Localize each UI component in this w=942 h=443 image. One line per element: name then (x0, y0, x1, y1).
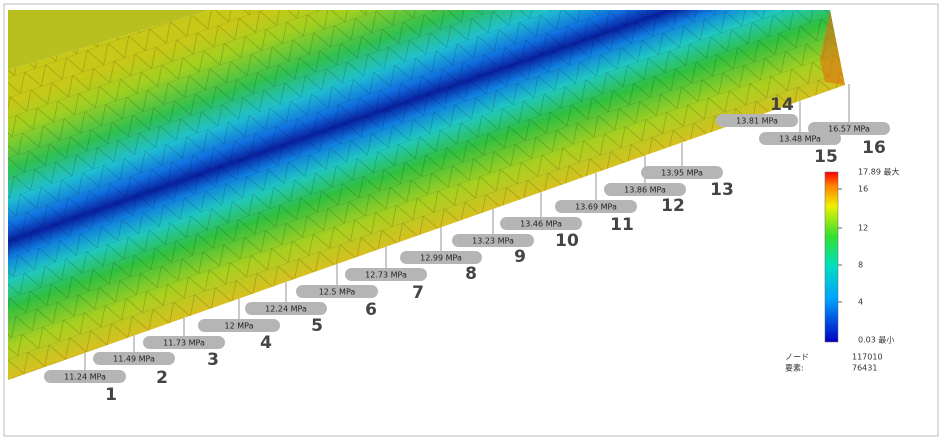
legend-min: 0.03 最小 (858, 336, 894, 345)
probe-pill (400, 251, 482, 264)
probe-value: 13.95 MPa (661, 169, 703, 178)
node-value: 117010 (852, 353, 883, 362)
probe-number: 13 (710, 180, 734, 200)
probe-number: 1 (105, 385, 117, 405)
probe-number: 10 (555, 231, 579, 251)
probe-value: 13.81 MPa (736, 117, 778, 126)
element-label: 要素: (785, 363, 804, 373)
frame (3, 3, 939, 437)
probe-number: 3 (207, 350, 219, 370)
probe-value: 11.49 MPa (113, 355, 155, 364)
probe-pill (555, 200, 637, 213)
probe-pill (245, 302, 327, 315)
probe-number: 7 (412, 283, 424, 303)
legend-tick-label: 12 (858, 224, 868, 233)
mesh (8, 10, 845, 380)
probe-value: 13.23 MPa (472, 237, 514, 246)
probe-value: 12.99 MPa (420, 254, 462, 263)
color-bar (824, 171, 839, 343)
probe-pill (716, 114, 798, 127)
probe-value: 13.48 MPa (779, 135, 821, 144)
probe-pill (808, 122, 890, 135)
probe-number: 11 (610, 215, 634, 235)
probe-pill (93, 352, 175, 365)
probe-number: 4 (260, 333, 272, 353)
hotspot (820, 10, 845, 85)
node-label: ノード (785, 353, 809, 362)
probe-number: 16 (862, 138, 886, 158)
legend-max: 17.89 最大 (858, 167, 899, 177)
probe-number: 12 (661, 196, 685, 216)
probe-value: 11.73 MPa (163, 339, 205, 348)
probe-value: 12.5 MPa (319, 288, 356, 297)
probe-value: 13.69 MPa (575, 203, 617, 212)
probe-pill (345, 268, 427, 281)
legend-tick-label: 16 (858, 185, 868, 194)
probe-number: 8 (465, 264, 477, 284)
probe-pill (641, 166, 723, 179)
probe-number: 2 (156, 368, 168, 388)
probe-value: 12.73 MPa (365, 271, 407, 280)
probe-pill (198, 319, 280, 332)
probe-pill (143, 336, 225, 349)
probe-pill (296, 285, 378, 298)
probe-pill (759, 132, 841, 145)
probe-number: 14 (770, 95, 794, 115)
probe-value: 16.57 MPa (828, 125, 870, 134)
probe-value: 13.86 MPa (624, 186, 666, 195)
probe-pill (452, 234, 534, 247)
probe-number: 15 (814, 147, 838, 167)
probe-number: 9 (514, 247, 526, 267)
element-value: 76431 (852, 364, 877, 373)
probe-pill (44, 370, 126, 383)
probe-number: 6 (365, 300, 377, 320)
probe-pill (604, 183, 686, 196)
probe-value: 13.46 MPa (520, 220, 562, 229)
probe-value: 11.24 MPa (64, 373, 106, 382)
probe-value: 12 MPa (225, 322, 254, 331)
probe-number: 5 (311, 316, 323, 336)
probe-pill (500, 217, 582, 230)
legend-tick-label: 8 (858, 261, 863, 270)
probe-value: 12.24 MPa (265, 305, 307, 314)
legend-tick-label: 4 (858, 298, 863, 307)
